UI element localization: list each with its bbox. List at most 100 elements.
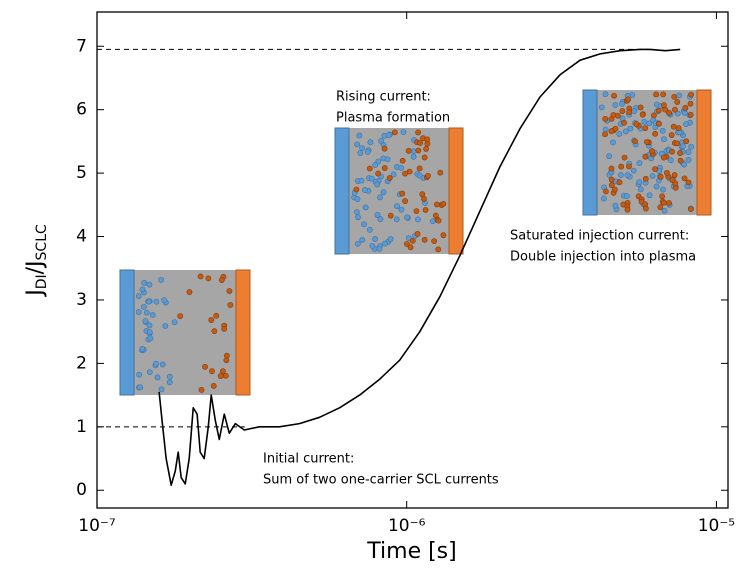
- electron: [674, 99, 681, 105]
- electron: [404, 241, 410, 247]
- hole: [627, 125, 634, 132]
- hole: [372, 236, 378, 242]
- electron: [381, 145, 388, 152]
- cathode: [448, 127, 464, 255]
- hole: [361, 221, 367, 228]
- electron: [423, 146, 429, 152]
- electron: [683, 138, 690, 145]
- electron: [666, 200, 672, 206]
- electron: [615, 112, 621, 119]
- electron: [657, 204, 664, 211]
- electron: [642, 125, 649, 132]
- electron: [440, 232, 447, 239]
- hole: [598, 104, 605, 111]
- electron: [222, 372, 229, 379]
- insets: [119, 89, 712, 396]
- anode: [334, 127, 350, 255]
- electron: [197, 273, 204, 280]
- hole: [394, 203, 400, 209]
- hole: [622, 128, 629, 135]
- electron: [660, 154, 667, 161]
- hole: [617, 172, 624, 178]
- hole: [405, 235, 412, 241]
- y-tick-label: 2: [76, 353, 87, 373]
- hole: [660, 186, 666, 193]
- electron: [625, 96, 631, 103]
- hole: [137, 384, 144, 391]
- hole: [355, 214, 361, 221]
- y-tick-label: 5: [76, 163, 87, 183]
- hole: [372, 162, 379, 168]
- hole: [362, 204, 369, 211]
- electron: [435, 246, 442, 253]
- electron: [202, 363, 208, 370]
- electron: [414, 231, 421, 237]
- anode: [119, 269, 135, 396]
- data-line: [158, 48, 681, 486]
- hole: [602, 91, 609, 98]
- y-label-sub: DI: [34, 274, 50, 289]
- electron: [687, 100, 694, 107]
- hole: [354, 141, 361, 148]
- electron: [227, 302, 234, 308]
- electron: [608, 128, 615, 135]
- hole: [415, 216, 421, 223]
- electron: [626, 163, 632, 170]
- hole: [390, 171, 397, 178]
- electron: [210, 383, 217, 389]
- electron: [652, 166, 658, 172]
- hole: [680, 143, 686, 150]
- electron: [688, 206, 694, 212]
- electron: [652, 130, 659, 137]
- hole: [612, 102, 619, 108]
- hole: [630, 167, 637, 174]
- hole: [641, 119, 648, 125]
- electron: [424, 136, 431, 143]
- hole: [149, 312, 156, 318]
- hole: [145, 298, 152, 305]
- hole: [166, 373, 173, 380]
- electron: [671, 172, 678, 178]
- y-tick-label: 0: [76, 480, 87, 500]
- electron: [649, 148, 655, 154]
- electron: [688, 91, 695, 98]
- cathode: [696, 89, 712, 216]
- electron: [639, 111, 646, 118]
- hole: [681, 161, 687, 168]
- electron: [399, 190, 406, 197]
- electron: [177, 313, 184, 319]
- cathode: [235, 269, 251, 396]
- electron: [687, 111, 694, 118]
- electron: [602, 115, 609, 122]
- electron: [431, 238, 438, 244]
- hole: [141, 303, 147, 310]
- electron: [619, 108, 626, 114]
- annotation: Rising current:: [336, 90, 431, 105]
- electron: [409, 237, 416, 244]
- electron: [434, 201, 440, 208]
- electron: [415, 129, 421, 136]
- hole: [649, 173, 656, 179]
- electron: [205, 275, 212, 282]
- hole: [161, 297, 167, 304]
- anode: [582, 89, 598, 216]
- electron: [422, 207, 429, 213]
- hole: [382, 240, 388, 247]
- annotation: Double injection into plasma: [510, 250, 696, 265]
- hole: [369, 242, 376, 249]
- electron: [435, 217, 442, 224]
- hole: [159, 361, 166, 368]
- hole: [381, 132, 388, 139]
- y-tick-label: 7: [76, 36, 87, 56]
- electron: [381, 165, 388, 171]
- electron: [413, 208, 420, 215]
- hole: [146, 329, 153, 335]
- electron: [366, 165, 373, 172]
- electron: [656, 120, 662, 127]
- electron: [415, 147, 422, 154]
- hole: [685, 157, 692, 163]
- hole: [374, 181, 381, 188]
- hole: [364, 148, 371, 155]
- hole: [653, 183, 660, 190]
- electron: [674, 140, 680, 147]
